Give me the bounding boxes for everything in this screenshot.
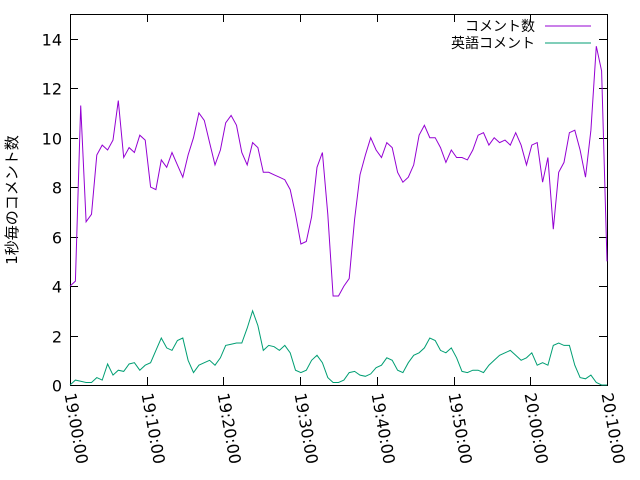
x-tick-label: 19:30:00	[291, 391, 322, 465]
x-tick-label: 19:10:00	[138, 391, 169, 465]
x-tick-label: 19:40:00	[368, 391, 399, 465]
x-tick-label: 20:00:00	[521, 391, 552, 465]
y-axis-label: 1秒毎のコメント数	[3, 135, 21, 265]
y-tick-label: 2	[52, 328, 62, 347]
plot-frame	[70, 14, 608, 386]
y-tick-label: 6	[52, 229, 62, 248]
y-tick-label: 12	[42, 80, 62, 99]
series-line	[69, 46, 608, 297]
y-tick-label: 0	[52, 377, 62, 396]
x-tick-label: 19:20:00	[214, 391, 245, 465]
y-tick-label: 14	[42, 31, 62, 50]
axis-ticks: 0 2 4 6 8 10 12 14 19:00:00 19:10:00 19:20:00 19:30…	[42, 14, 629, 465]
y-tick-label: 8	[52, 179, 62, 198]
legend-label: コメント数	[465, 19, 535, 35]
legend-label: 英語コメント	[451, 35, 535, 52]
x-tick-label: 19:50:00	[445, 391, 476, 465]
x-tick-label: 20:10:00	[598, 391, 629, 465]
y-tick-label: 10	[42, 130, 62, 149]
series-lines	[69, 46, 608, 386]
x-tick-label: 19:00:00	[61, 391, 92, 465]
series-line	[69, 309, 607, 386]
y-tick-label: 4	[52, 278, 62, 297]
